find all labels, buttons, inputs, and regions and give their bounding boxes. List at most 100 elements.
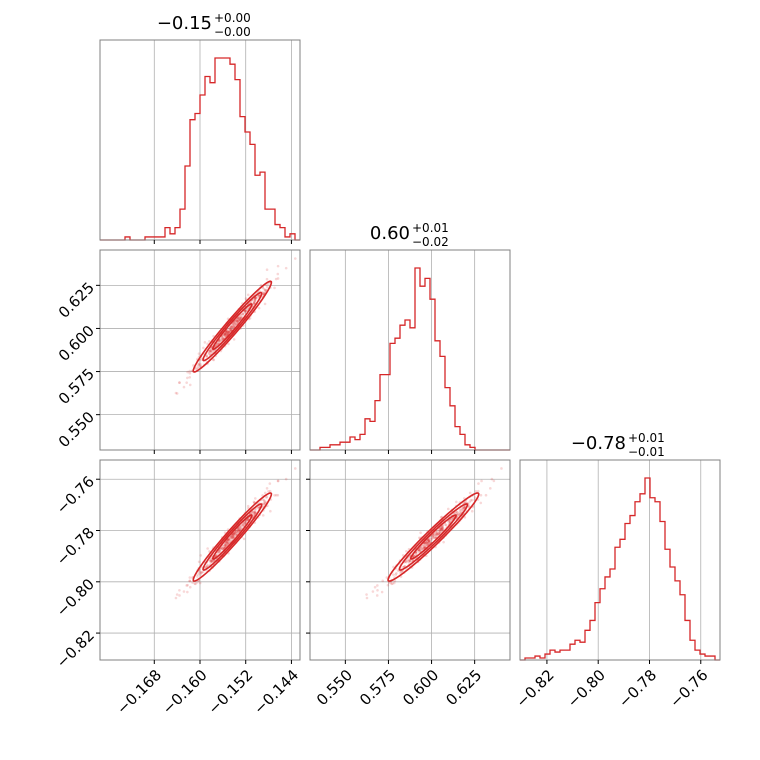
sample-point <box>484 493 488 497</box>
sample-point <box>439 528 442 531</box>
sample-point <box>225 541 228 544</box>
sample-point <box>393 579 397 583</box>
sample-point <box>223 333 227 336</box>
sample-point <box>456 513 459 517</box>
sample-point <box>237 317 241 321</box>
sample-point <box>254 508 258 511</box>
sample-point <box>246 518 249 521</box>
sample-point <box>209 559 213 563</box>
sample-point <box>242 537 246 541</box>
sample-point <box>293 467 297 470</box>
sample-point <box>237 528 240 532</box>
sample-point <box>274 493 278 497</box>
sample-point <box>239 313 243 317</box>
sample-point <box>227 537 230 541</box>
sample-point <box>262 291 265 295</box>
sample-point <box>389 581 393 584</box>
sample-point <box>235 530 238 533</box>
sample-point <box>221 547 225 550</box>
sample-point <box>222 546 226 550</box>
sample-point <box>438 528 442 532</box>
sample-point <box>426 538 430 542</box>
sample-point <box>365 593 368 596</box>
sample-point <box>426 538 430 542</box>
sample-point <box>224 543 228 547</box>
sample-point <box>242 521 246 525</box>
sample-point <box>229 328 233 332</box>
title-plus-1: +0.01 <box>412 221 449 235</box>
sample-point <box>237 528 241 532</box>
sample-point <box>456 511 459 514</box>
sample-point <box>238 316 242 320</box>
sample-point <box>417 550 421 553</box>
sample-point <box>423 545 426 548</box>
sample-point <box>440 525 443 529</box>
sample-point <box>246 518 250 521</box>
sample-point <box>209 349 213 353</box>
sample-point <box>267 282 270 286</box>
sample-point <box>212 334 215 338</box>
sample-point <box>253 510 256 514</box>
sample-point <box>228 326 232 330</box>
title-plus-2: +0.01 <box>628 431 665 445</box>
sample-point <box>438 528 442 532</box>
sample-point <box>219 339 223 343</box>
sample-point <box>200 571 204 575</box>
sample-point <box>253 511 257 515</box>
sample-point <box>191 581 194 584</box>
sample-point <box>241 522 244 526</box>
sample-point <box>265 268 269 272</box>
sample-point <box>474 489 478 493</box>
sample-point <box>232 325 236 329</box>
contour-level <box>202 291 263 362</box>
sample-point <box>255 296 259 300</box>
sample-point <box>240 315 244 319</box>
sample-point <box>371 590 375 593</box>
sample-point <box>236 320 239 323</box>
sample-point <box>268 489 272 493</box>
sample-point <box>462 506 466 510</box>
sample-point <box>263 302 267 306</box>
sample-point <box>197 363 201 367</box>
sample-point <box>227 540 231 544</box>
sample-point <box>426 540 430 544</box>
sample-point <box>202 346 205 350</box>
sample-point <box>178 381 181 384</box>
contour-level <box>192 492 273 582</box>
sample-point <box>434 533 437 536</box>
sample-point <box>391 573 395 576</box>
sample-point <box>276 264 280 268</box>
sample-point <box>252 512 256 516</box>
sample-point <box>253 299 257 303</box>
sample-point <box>228 538 231 542</box>
grid-lines <box>100 40 702 660</box>
sample-point <box>401 565 405 569</box>
contour-level <box>409 514 457 560</box>
sample-point <box>417 548 421 551</box>
sample-point <box>440 528 444 531</box>
sample-point <box>192 364 195 367</box>
sample-point <box>258 289 261 293</box>
sample-point <box>188 371 192 375</box>
sample-point <box>227 331 231 334</box>
sample-point <box>216 342 220 346</box>
sample-point <box>432 534 435 537</box>
sample-point <box>239 316 243 319</box>
sample-point <box>178 588 181 592</box>
sample-point <box>229 328 233 331</box>
sample-point <box>419 546 423 550</box>
sample-point <box>238 316 241 320</box>
x-tick-label: −0.76 <box>666 666 711 711</box>
sample-point <box>253 497 257 500</box>
sample-point <box>233 322 236 325</box>
y-tick-label: −0.78 <box>53 524 98 569</box>
sample-point <box>234 532 237 536</box>
sample-point <box>458 509 462 512</box>
sample-point <box>239 527 243 531</box>
panel-frame <box>309 459 511 661</box>
sample-point <box>444 523 448 527</box>
data-marks <box>100 57 720 661</box>
sample-point <box>233 534 237 538</box>
sample-point <box>435 530 438 534</box>
